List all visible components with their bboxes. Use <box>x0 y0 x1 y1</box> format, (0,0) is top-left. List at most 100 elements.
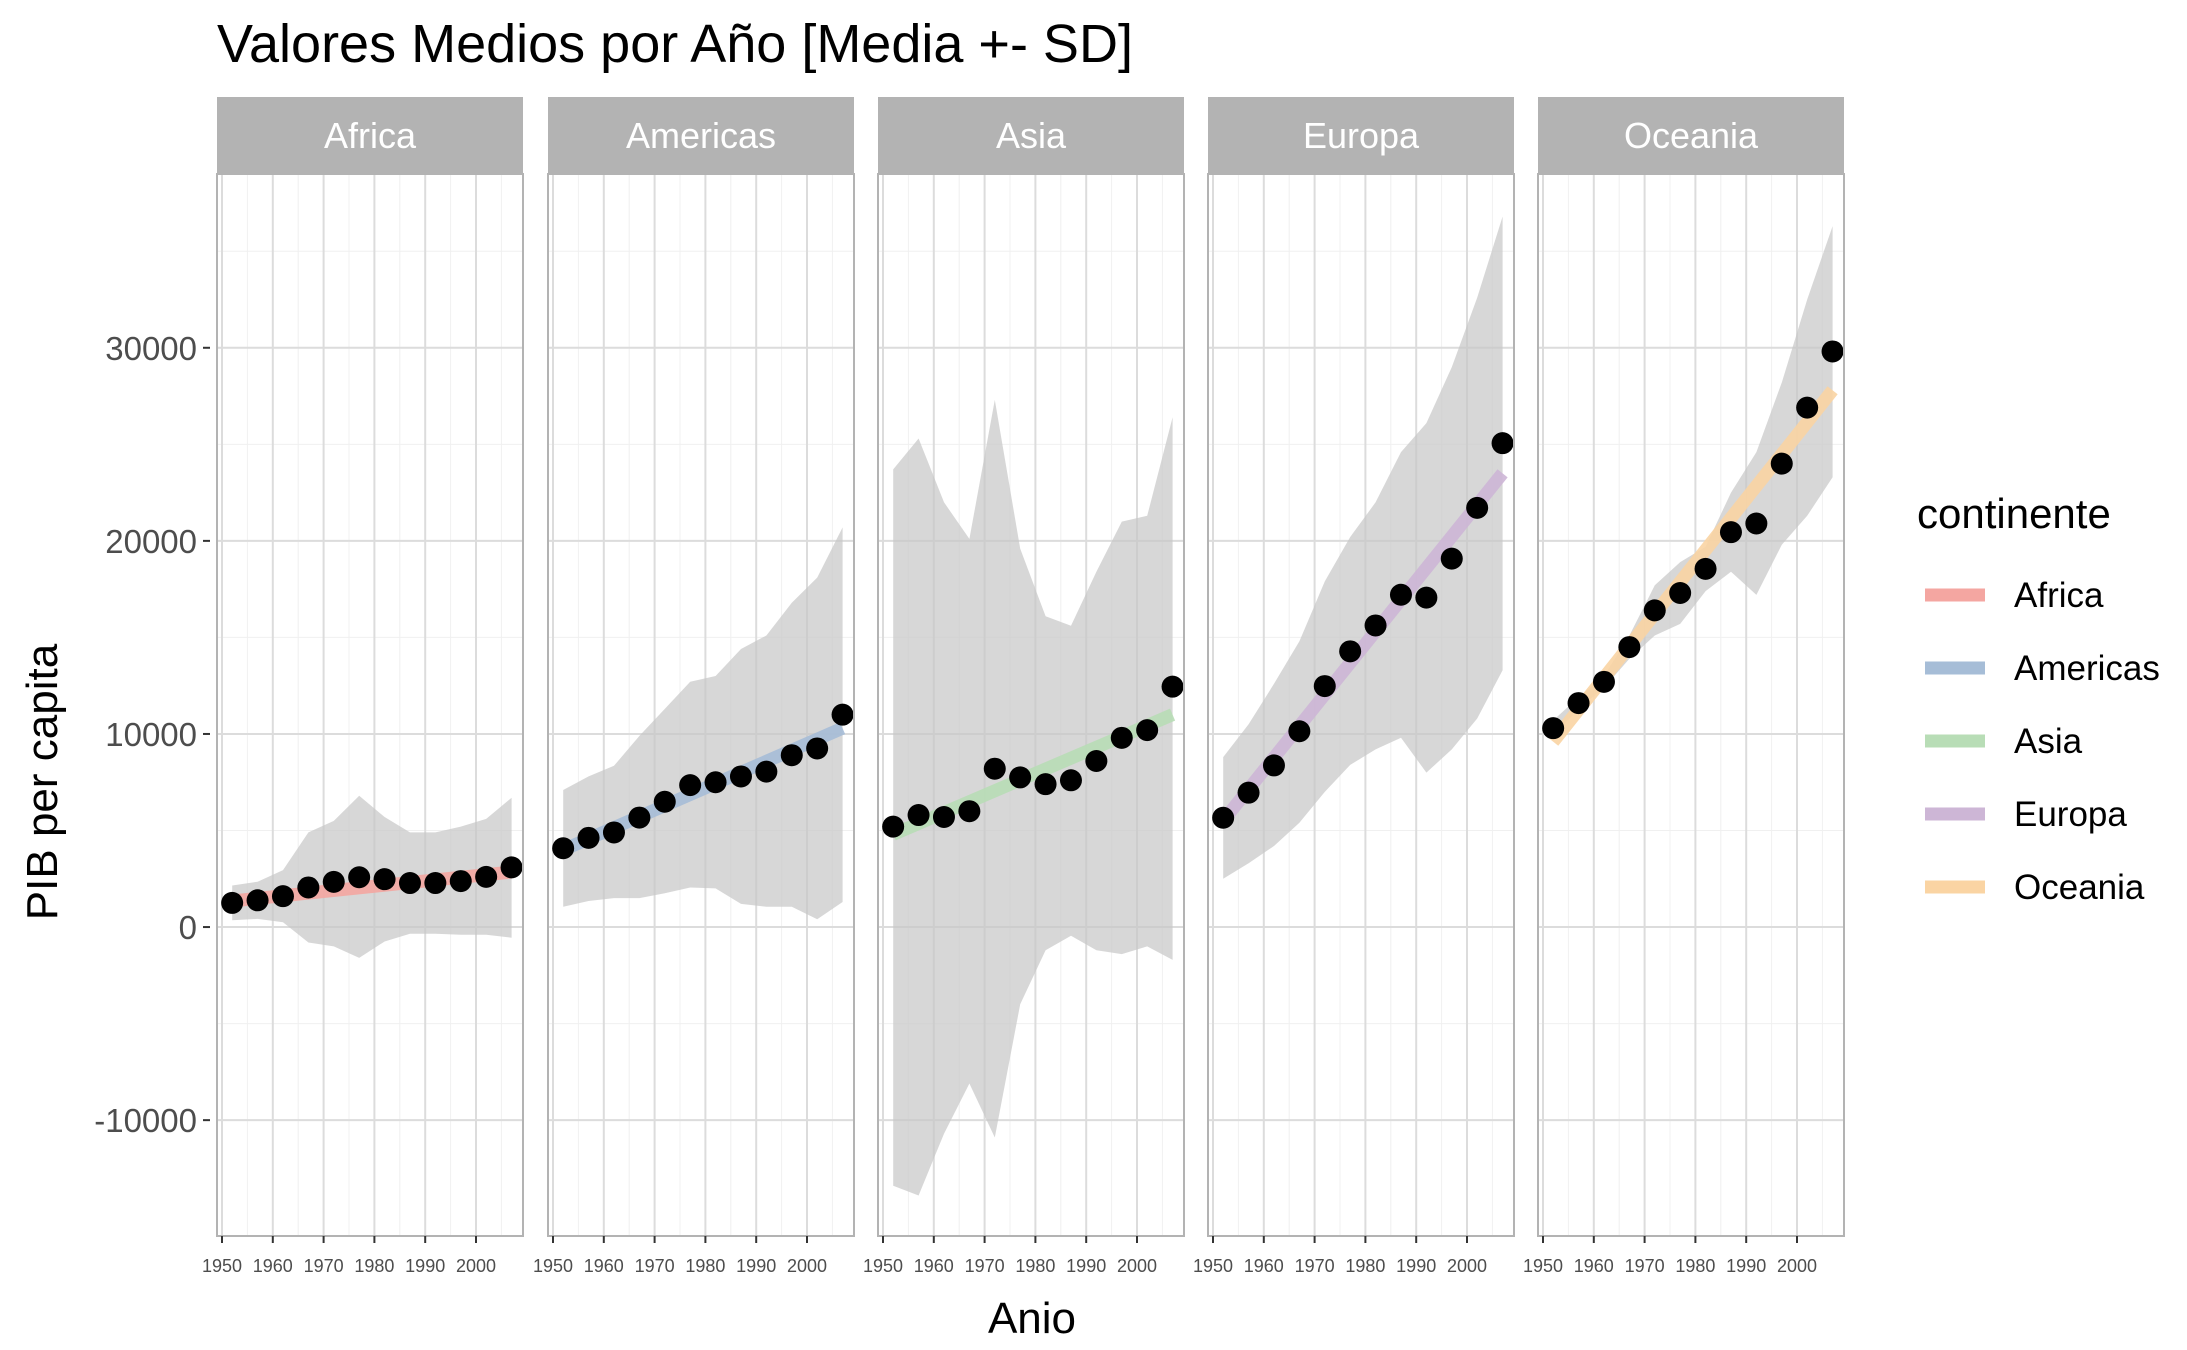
legend-item-africa: Africa <box>1925 576 2104 615</box>
panel-border <box>547 173 855 1237</box>
mean-point <box>780 744 803 767</box>
mean-point <box>1821 340 1844 363</box>
mean-point <box>1212 806 1235 829</box>
x-tick-label: 1960 <box>253 1256 293 1276</box>
facet-panel-europa: Europa 1950 1960 1970 1980 1990 2000 <box>1193 97 1515 1276</box>
legend-label: Africa <box>2014 576 2104 615</box>
facet-strip <box>878 97 1184 174</box>
sd-ribbon <box>1553 226 1833 736</box>
facet-strip-label: Africa <box>324 115 417 156</box>
x-tick-label: 2000 <box>1777 1256 1817 1276</box>
facet-strip-label: Asia <box>996 115 1067 156</box>
mean-point <box>475 865 498 888</box>
legend-label: Europa <box>2014 795 2127 834</box>
facet-panel-oceania: Oceania 1950 1960 1970 1980 1990 2000 <box>1523 97 1845 1276</box>
mean-point <box>806 737 829 760</box>
facet-panel-americas: Americas 1950 1960 1970 1980 1990 2000 <box>533 97 855 1276</box>
mean-point <box>679 774 702 797</box>
mean-point <box>1466 496 1489 519</box>
mean-point <box>1440 547 1463 570</box>
mean-point <box>602 821 625 844</box>
mean-point <box>1085 749 1108 772</box>
y-tick-label: 0 <box>179 909 197 946</box>
mean-point <box>449 870 472 893</box>
panel-border <box>877 173 1185 1237</box>
mean-point <box>1796 396 1819 419</box>
mean-point <box>1770 452 1793 475</box>
mean-point <box>882 815 905 838</box>
mean-point <box>1592 670 1615 693</box>
facet-panel-asia: Asia 1950 1960 1970 1980 1990 2000 <box>863 97 1185 1276</box>
mean-point <box>1745 512 1768 535</box>
x-tick-label: 1960 <box>1244 1256 1284 1276</box>
legend-item-asia: Asia <box>1925 722 2083 761</box>
x-tick-label: 1970 <box>1295 1256 1335 1276</box>
mean-point <box>1567 692 1590 715</box>
mean-point <box>1719 521 1742 544</box>
mean-point <box>831 703 854 726</box>
x-tick-label: 1950 <box>863 1256 903 1276</box>
x-tick-label: 1970 <box>1625 1256 1665 1276</box>
x-tick-label: 1950 <box>202 1256 242 1276</box>
sd-ribbon <box>232 795 512 958</box>
mean-point <box>1034 773 1057 796</box>
mean-point <box>500 856 523 879</box>
legend-label: Americas <box>2014 649 2160 688</box>
facet-strip <box>548 97 854 174</box>
mean-point <box>755 760 778 783</box>
x-tick-label: 2000 <box>1447 1256 1487 1276</box>
y-tick-label: 20000 <box>105 523 197 560</box>
mean-point <box>1669 582 1692 605</box>
y-tick-label: 30000 <box>105 330 197 367</box>
x-tick-label: 1970 <box>635 1256 675 1276</box>
panel-border <box>1537 173 1845 1237</box>
x-tick-label: 1980 <box>1675 1256 1715 1276</box>
x-tick-label: 1990 <box>405 1256 445 1276</box>
legend-item-oceania: Oceania <box>1925 868 2145 907</box>
x-tick-label: 1960 <box>584 1256 624 1276</box>
mean-point <box>1643 599 1666 622</box>
mean-point <box>246 889 269 912</box>
facet-panels: Africa 1950 1960 1970 1980 1990 2000 Americas 19… <box>202 97 1845 1276</box>
mean-point <box>1491 432 1514 455</box>
mean-point <box>1110 726 1133 749</box>
x-tick-label: 2000 <box>456 1256 496 1276</box>
mean-point <box>983 757 1006 780</box>
mean-point <box>1313 675 1336 698</box>
mean-point <box>1339 640 1362 663</box>
x-tick-label: 1990 <box>1396 1256 1436 1276</box>
x-tick-label: 1970 <box>304 1256 344 1276</box>
x-tick-label: 1990 <box>1726 1256 1766 1276</box>
legend: continente Africa Americas Asia Europa Ocean… <box>1917 490 2160 907</box>
x-tick-label: 1970 <box>965 1256 1005 1276</box>
mean-point <box>221 891 244 914</box>
chart-title: Valores Medios por Año [Media +- SD] <box>217 14 1133 74</box>
legend-item-americas: Americas <box>1925 649 2160 688</box>
y-tick-label: 10000 <box>105 716 197 753</box>
sd-ribbon <box>1223 216 1503 879</box>
mean-point <box>424 872 447 895</box>
x-tick-label: 1980 <box>1345 1256 1385 1276</box>
legend-label: Oceania <box>2014 868 2145 907</box>
facet-strip <box>217 97 523 174</box>
panel-border <box>216 173 524 1237</box>
mean-point <box>653 790 676 813</box>
mean-point <box>1618 636 1641 659</box>
mean-point <box>398 872 421 895</box>
legend-item-europa: Europa <box>1925 795 2127 834</box>
x-tick-label: 1950 <box>1193 1256 1233 1276</box>
mean-point <box>729 765 752 788</box>
x-tick-label: 1980 <box>1015 1256 1055 1276</box>
panel-background <box>217 174 523 1236</box>
x-tick-label: 1990 <box>736 1256 776 1276</box>
facet-strip <box>1538 97 1844 174</box>
facet-strip-label: Oceania <box>1624 115 1759 156</box>
y-axis-title: PIB per capita <box>18 643 67 920</box>
x-axis-title: Anio <box>988 1294 1076 1343</box>
mean-point <box>1009 766 1032 789</box>
mean-point <box>1237 781 1260 804</box>
facet-strip-label: Americas <box>626 115 776 156</box>
y-axis: 30000 20000 10000 0 -10000 <box>94 330 210 1139</box>
x-tick-label: 1950 <box>1523 1256 1563 1276</box>
